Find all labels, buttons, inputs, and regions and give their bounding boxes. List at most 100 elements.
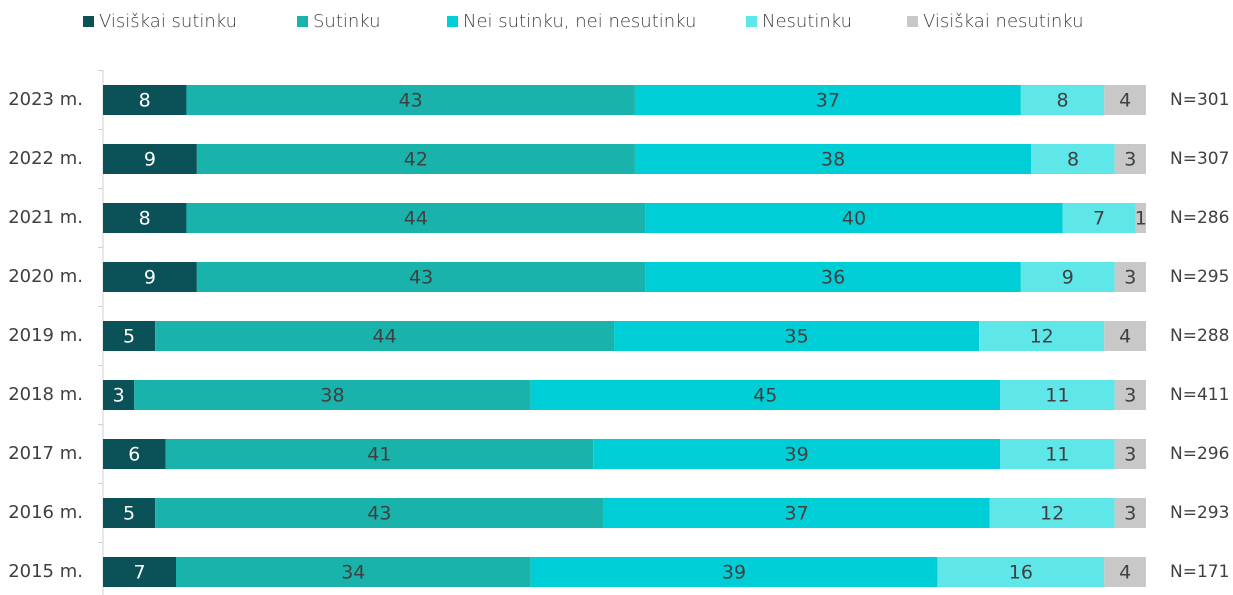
bar-segment bbox=[1135, 203, 1146, 233]
bar-segment bbox=[1114, 262, 1146, 292]
legend-swatch bbox=[447, 16, 458, 27]
bar-segment bbox=[634, 85, 1021, 115]
y-tick-label: 2023 m. bbox=[8, 89, 83, 110]
legend-label: Nesutinku bbox=[762, 11, 852, 32]
annotation: N=295 bbox=[1170, 267, 1229, 287]
data-label: 5 bbox=[123, 503, 135, 525]
bar-segment bbox=[1114, 380, 1146, 410]
bar-segment bbox=[530, 557, 938, 587]
y-tick-label: 2021 m. bbox=[8, 207, 83, 228]
data-label: 4 bbox=[1119, 90, 1131, 112]
annotation: N=296 bbox=[1170, 444, 1229, 464]
data-label: 42 bbox=[404, 149, 428, 171]
data-label: 3 bbox=[1124, 444, 1136, 466]
data-label: 37 bbox=[785, 503, 809, 525]
data-label: 35 bbox=[785, 326, 809, 348]
bar-segment bbox=[155, 321, 615, 351]
bar-segment bbox=[165, 439, 594, 469]
data-label: 8 bbox=[1057, 90, 1069, 112]
data-label: 9 bbox=[1062, 267, 1074, 289]
y-tick-label: 2016 m. bbox=[8, 502, 83, 523]
bar-segment bbox=[196, 144, 635, 174]
bar-segment bbox=[1114, 144, 1146, 174]
data-label: 39 bbox=[785, 444, 809, 466]
bar-segment bbox=[1114, 498, 1146, 528]
y-tick-label: 2019 m. bbox=[8, 325, 83, 346]
bar-segment bbox=[103, 557, 177, 587]
bar-segment bbox=[103, 262, 197, 292]
annotation: N=307 bbox=[1170, 149, 1229, 169]
legend-label: Visiškai sutinku bbox=[99, 11, 237, 32]
y-tick-label: 2022 m. bbox=[8, 148, 83, 169]
annotation: N=286 bbox=[1170, 208, 1229, 228]
bar-segment bbox=[155, 498, 604, 528]
legend-swatch bbox=[83, 16, 94, 27]
legend-swatch bbox=[746, 16, 757, 27]
annotation: N=293 bbox=[1170, 503, 1229, 523]
bar-segment bbox=[1104, 557, 1146, 587]
data-label: 34 bbox=[341, 562, 365, 584]
legend-label: Visiškai nesutinku bbox=[923, 11, 1084, 32]
annotation: N=411 bbox=[1170, 385, 1229, 405]
y-tick-label: 2020 m. bbox=[8, 266, 83, 287]
data-label: 4 bbox=[1119, 562, 1131, 584]
data-label: 3 bbox=[1124, 503, 1136, 525]
bar-segment bbox=[196, 262, 646, 292]
bar-segment bbox=[186, 85, 635, 115]
bar-segment bbox=[134, 380, 531, 410]
data-label: 36 bbox=[821, 267, 845, 289]
bar-segment bbox=[1104, 321, 1146, 351]
bar-segment bbox=[1020, 262, 1115, 292]
bar-segment bbox=[645, 203, 1063, 233]
data-label: 44 bbox=[404, 208, 428, 230]
bar-segment bbox=[103, 321, 156, 351]
bar-segment bbox=[176, 557, 531, 587]
data-label: 1 bbox=[1135, 208, 1147, 230]
data-label: 43 bbox=[399, 90, 423, 112]
data-label: 43 bbox=[367, 503, 391, 525]
bar-segment bbox=[103, 439, 166, 469]
legend-label: Sutinku bbox=[313, 11, 381, 32]
data-label: 12 bbox=[1040, 503, 1064, 525]
bar-segment bbox=[999, 439, 1115, 469]
annotation: N=171 bbox=[1170, 562, 1229, 582]
bar-segment bbox=[937, 557, 1105, 587]
bar-segment bbox=[1031, 144, 1115, 174]
data-label: 8 bbox=[139, 208, 151, 230]
data-label: 9 bbox=[144, 149, 156, 171]
data-label: 3 bbox=[113, 385, 125, 407]
data-label: 7 bbox=[133, 562, 145, 584]
annotation: N=301 bbox=[1170, 90, 1229, 110]
bar-segment bbox=[186, 203, 646, 233]
data-label: 8 bbox=[1067, 149, 1079, 171]
bar-segment bbox=[989, 498, 1115, 528]
data-label: 3 bbox=[1124, 267, 1136, 289]
bar-segment bbox=[593, 439, 1000, 469]
data-label: 6 bbox=[128, 444, 140, 466]
bar-segment bbox=[103, 144, 197, 174]
data-label: 3 bbox=[1124, 149, 1136, 171]
legend-label: Nei sutinku, nei nesutinku bbox=[463, 11, 696, 32]
data-label: 41 bbox=[367, 444, 391, 466]
bar-segment bbox=[634, 144, 1032, 174]
y-tick-label: 2017 m. bbox=[8, 443, 83, 464]
bar-segment bbox=[1062, 203, 1136, 233]
bar-segment bbox=[1020, 85, 1105, 115]
data-label: 11 bbox=[1045, 385, 1069, 407]
data-label: 7 bbox=[1093, 208, 1105, 230]
data-label: 3 bbox=[1124, 385, 1136, 407]
data-label: 45 bbox=[753, 385, 777, 407]
data-label: 37 bbox=[816, 90, 840, 112]
data-label: 9 bbox=[144, 267, 156, 289]
data-label: 44 bbox=[373, 326, 397, 348]
bar-segment bbox=[1104, 85, 1146, 115]
data-label: 40 bbox=[842, 208, 866, 230]
data-label: 12 bbox=[1030, 326, 1054, 348]
bar-segment bbox=[979, 321, 1105, 351]
data-label: 11 bbox=[1045, 444, 1069, 466]
bar-segment bbox=[614, 321, 980, 351]
data-label: 5 bbox=[123, 326, 135, 348]
bar-segment bbox=[999, 380, 1115, 410]
y-tick-label: 2018 m. bbox=[8, 384, 83, 405]
data-label: 4 bbox=[1119, 326, 1131, 348]
